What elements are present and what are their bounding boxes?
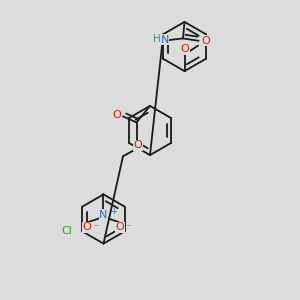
Text: ⁻: ⁻ <box>93 224 98 234</box>
Text: N: N <box>99 210 108 220</box>
Text: O: O <box>112 110 121 120</box>
Text: N: N <box>160 35 169 45</box>
Text: Cl: Cl <box>62 226 73 236</box>
Text: O: O <box>116 222 124 233</box>
Text: O: O <box>82 222 91 233</box>
Text: H: H <box>153 34 161 44</box>
Text: ⁻: ⁻ <box>125 224 130 234</box>
Text: O: O <box>181 44 190 54</box>
Text: O: O <box>202 36 211 46</box>
Text: O: O <box>134 140 142 150</box>
Text: +: + <box>110 207 117 216</box>
